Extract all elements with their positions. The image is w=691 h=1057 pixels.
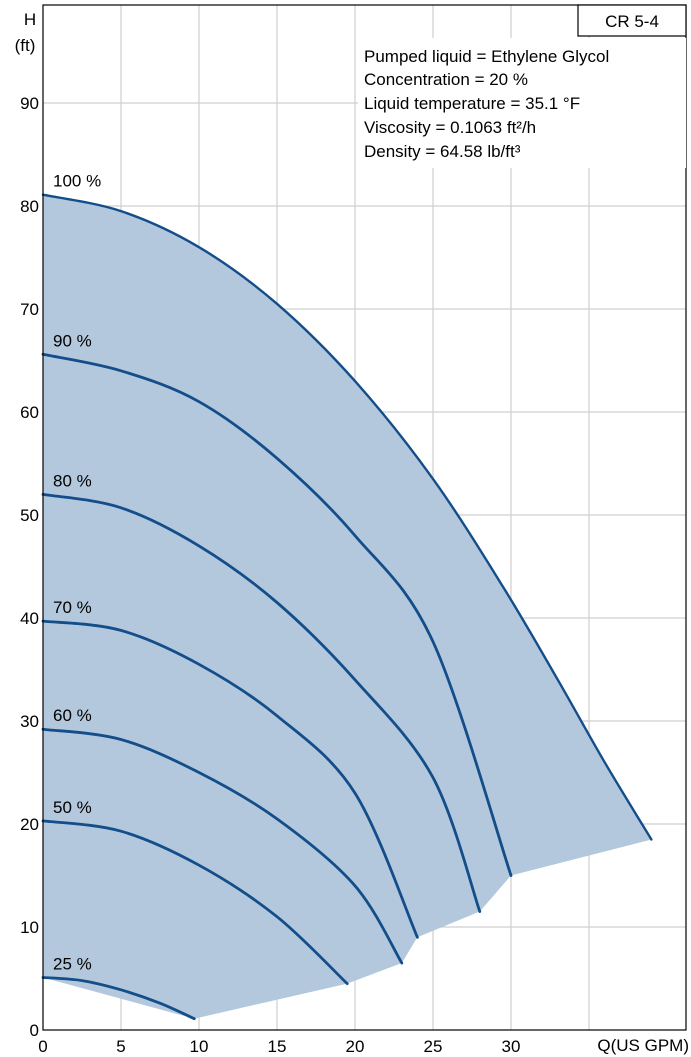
x-tick-label: 20 <box>346 1037 365 1056</box>
y-tick-label: 80 <box>20 197 39 216</box>
y-tick-label: 40 <box>20 609 39 628</box>
operating-area <box>43 194 652 1030</box>
y-axis-label: H <box>24 10 36 29</box>
y-tick-label: 0 <box>30 1021 39 1040</box>
y-tick-label: 30 <box>20 712 39 731</box>
y-tick-label: 70 <box>20 300 39 319</box>
curve-80-percent <box>41 493 482 913</box>
y-axis-unit: (ft) <box>15 36 36 55</box>
info-density: Density = 64.58 lb/ft³ <box>364 142 521 161</box>
curve-25-percent <box>41 976 196 1021</box>
x-tick-label: 10 <box>190 1037 209 1056</box>
axis-ticks: 0 5 10 15 20 25 30 0 10 20 30 40 50 60 70 80 90 <box>20 94 520 1056</box>
curve-70-percent <box>41 619 419 939</box>
curve-label-50-percent: 50 % <box>53 798 92 817</box>
info-viscosity: Viscosity = 0.1063 ft²/h <box>364 118 536 137</box>
title-box <box>577 4 687 37</box>
x-tick-label: 25 <box>424 1037 443 1056</box>
x-tick-label: 0 <box>38 1037 47 1056</box>
curve-100-percent <box>41 193 653 841</box>
curve-50-percent <box>41 819 349 985</box>
curve-label-100-percent: 100 % <box>53 172 101 191</box>
curve-label-90-percent: 90 % <box>53 331 92 350</box>
plot-frame <box>42 4 687 1031</box>
chart-title: CR 5-4 <box>605 12 659 31</box>
curve-label-80-percent: 80 % <box>53 471 92 490</box>
y-tick-label: 90 <box>20 94 39 113</box>
x-tick-label: 15 <box>268 1037 287 1056</box>
y-tick-label: 60 <box>20 403 39 422</box>
info-pumped-liquid: Pumped liquid = Ethylene Glycol <box>364 47 609 66</box>
info-liquid-temperature: Liquid temperature = 35.1 °F <box>364 94 580 113</box>
info-box-background <box>358 38 686 168</box>
x-tick-label: 30 <box>502 1037 521 1056</box>
y-tick-label: 10 <box>20 918 39 937</box>
performance-curves: 100 % 90 % 80 % 70 % 60 % 50 % 25 % <box>41 172 653 1021</box>
curve-label-70-percent: 70 % <box>53 598 92 617</box>
y-tick-label: 50 <box>20 506 39 525</box>
info-concentration: Concentration = 20 % <box>364 70 528 89</box>
x-axis-label: Q(US GPM) <box>597 1036 689 1055</box>
x-tick-label: 5 <box>116 1037 125 1056</box>
curve-60-percent <box>41 727 404 965</box>
curve-label-25-percent: 25 % <box>53 954 92 973</box>
curve-label-60-percent: 60 % <box>53 706 92 725</box>
curve-90-percent <box>41 352 513 877</box>
y-tick-label: 20 <box>20 815 39 834</box>
